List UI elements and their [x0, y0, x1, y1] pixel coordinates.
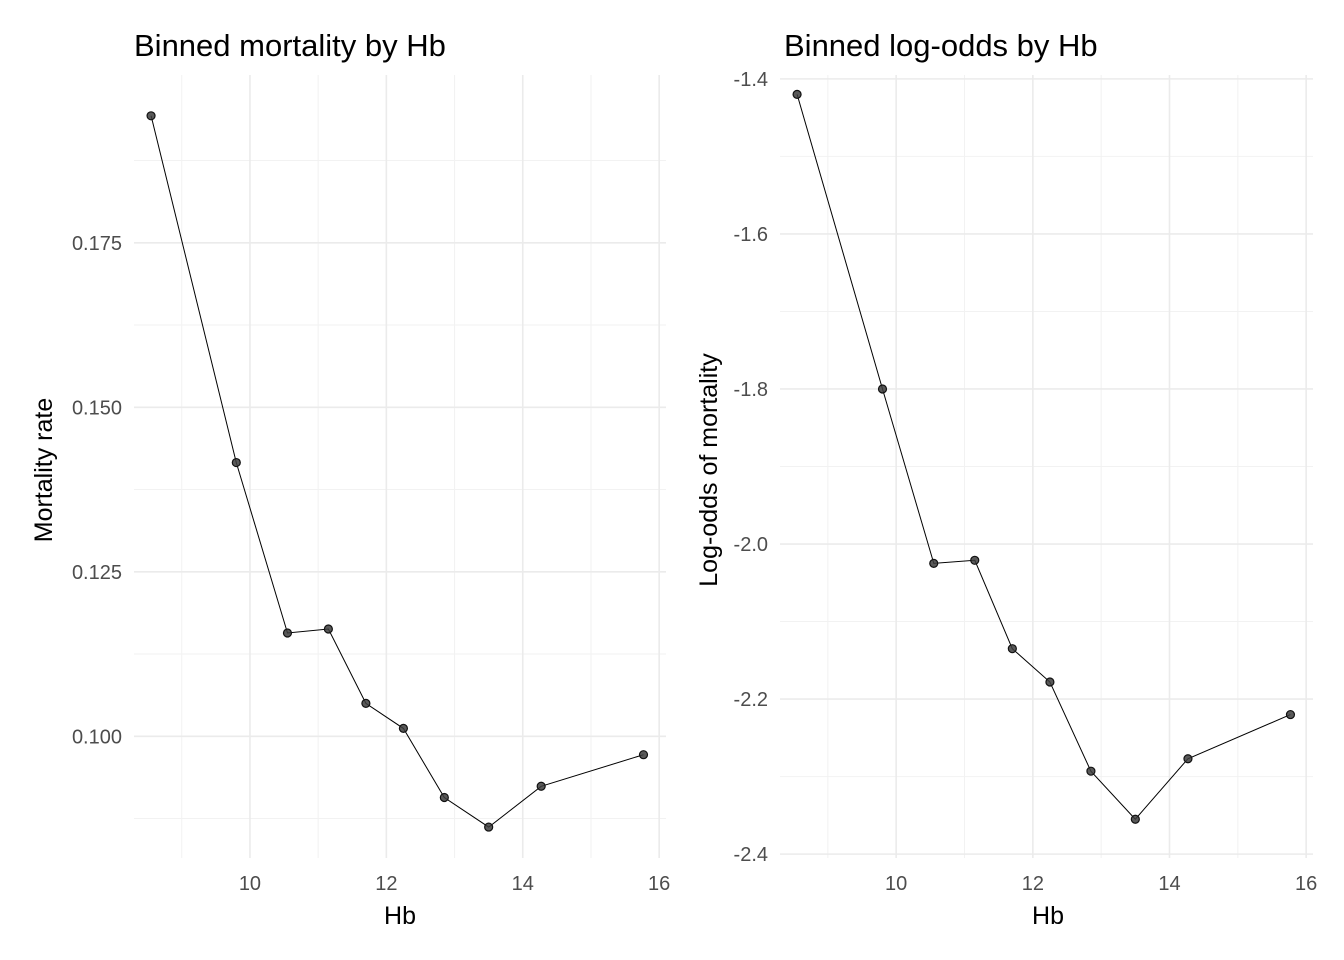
data-point	[398, 723, 409, 733]
y-tick-label: -2.0	[734, 534, 768, 556]
data-point	[361, 698, 371, 708]
data-point	[282, 628, 293, 638]
series-mortality	[146, 111, 649, 832]
x-axis-title-log-odds: Hb	[1032, 902, 1064, 930]
data-point	[484, 822, 494, 832]
x-tick-label: 10	[885, 873, 907, 895]
y-axis-title-mortality: Mortality rate	[30, 398, 58, 542]
data-point	[638, 750, 649, 760]
y-tick-label: -2.2	[734, 689, 768, 711]
x-tick-label: 14	[512, 873, 534, 895]
panel-mortality: Binned mortality by Hb Mortality rate Hb…	[30, 28, 670, 930]
data-point	[536, 781, 546, 791]
data-point	[1045, 677, 1055, 687]
series-line	[150, 115, 644, 828]
y-tick-label: -1.6	[734, 224, 768, 246]
y-axis-title-log-odds: Log-odds of mortality	[695, 353, 723, 587]
chart-title-log-odds: Binned log-odds by Hb	[784, 28, 1098, 63]
data-point	[1086, 766, 1096, 776]
grid-log-odds	[780, 75, 1313, 858]
data-point	[970, 555, 980, 565]
data-point	[439, 792, 449, 803]
grid-mortality	[134, 75, 666, 858]
data-point	[1183, 754, 1193, 764]
y-tick-label: 0.100	[72, 726, 122, 748]
x-tick-label: 10	[239, 873, 261, 895]
data-point	[1285, 709, 1296, 720]
x-axis-title-mortality: Hb	[384, 902, 416, 930]
y-tick-label: 0.150	[72, 397, 122, 419]
x-tick-label: 16	[1295, 873, 1317, 895]
data-point	[1130, 814, 1140, 824]
y-tick-label: -1.8	[734, 379, 768, 401]
data-point	[231, 457, 241, 468]
x-tick-label: 16	[648, 873, 670, 895]
data-point	[1007, 644, 1017, 654]
series-line	[796, 94, 1291, 820]
y-tick-label: 0.125	[72, 562, 122, 584]
x-tick-label: 14	[1158, 873, 1180, 895]
x-tick-label: 12	[375, 873, 397, 895]
data-point	[146, 111, 156, 121]
x-ticks-mortality: 10 12 14 16	[239, 873, 670, 895]
data-point	[877, 384, 888, 394]
data-point	[792, 89, 802, 99]
series-log-odds	[792, 89, 1296, 824]
data-point	[323, 624, 333, 634]
y-ticks-mortality: 0.100 0.125 0.150 0.175	[72, 233, 122, 748]
y-ticks-log-odds: -2.4 -2.2 -2.0 -1.8 -1.6 -1.4	[734, 69, 768, 866]
data-point	[929, 558, 939, 569]
y-tick-label: -1.4	[734, 69, 768, 91]
x-tick-label: 12	[1022, 873, 1044, 895]
y-tick-label: 0.175	[72, 233, 122, 255]
x-ticks-log-odds: 10 12 14 16	[885, 873, 1317, 895]
panel-log-odds: Binned log-odds by Hb Log-odds of mortal…	[695, 28, 1317, 930]
chart-title-mortality: Binned mortality by Hb	[134, 28, 446, 63]
y-tick-label: -2.4	[734, 844, 768, 866]
